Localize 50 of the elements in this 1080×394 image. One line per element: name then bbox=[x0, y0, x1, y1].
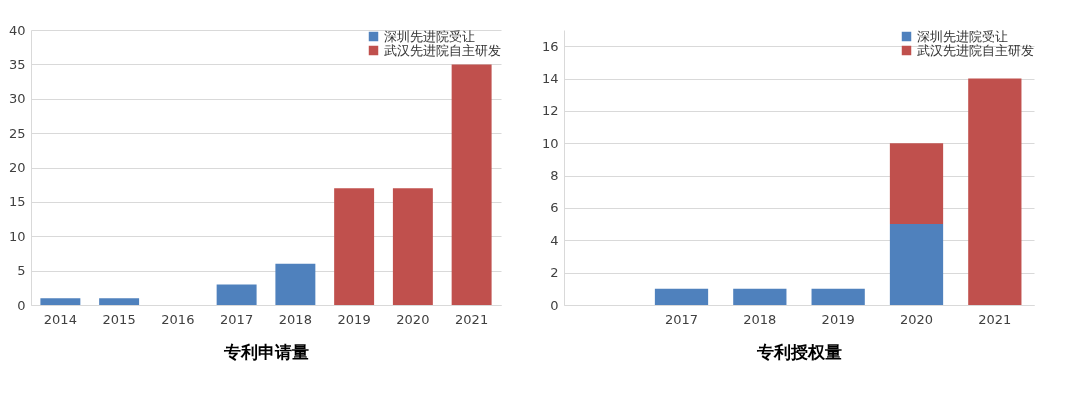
y-tick-label: 5 bbox=[17, 263, 26, 279]
bar bbox=[216, 284, 257, 305]
y-tick-label: 25 bbox=[8, 125, 26, 141]
bar bbox=[968, 78, 1022, 305]
bar bbox=[889, 224, 944, 305]
bar bbox=[733, 288, 787, 305]
x-tick-label: 2015 bbox=[102, 311, 136, 327]
legend-label: 武汉先进院自主研发 bbox=[917, 42, 1034, 58]
y-tick-label: 35 bbox=[8, 56, 26, 72]
x-tick-label: 2014 bbox=[43, 311, 77, 327]
bar bbox=[334, 188, 375, 305]
y-tick-label: 0 bbox=[550, 297, 559, 313]
y-tick-label: 14 bbox=[541, 71, 559, 87]
y-tick-label: 8 bbox=[550, 168, 559, 184]
y-tick-label: 40 bbox=[8, 22, 26, 38]
x-tick-label: 2018 bbox=[743, 311, 777, 327]
legend-label: 深圳先进院受让 bbox=[384, 28, 475, 44]
x-tick-label: 2017 bbox=[220, 311, 254, 327]
y-tick-label: 16 bbox=[541, 38, 559, 54]
y-tick-label: 10 bbox=[8, 228, 26, 244]
bar bbox=[275, 263, 316, 305]
x-tick-label: 2021 bbox=[455, 311, 489, 327]
x-tick-label: 2021 bbox=[978, 311, 1012, 327]
y-tick-label: 12 bbox=[541, 103, 559, 119]
bar bbox=[99, 298, 140, 305]
x-tick-label: 2020 bbox=[396, 311, 430, 327]
y-tick-label: 20 bbox=[8, 160, 26, 175]
x-tick-label: 2019 bbox=[337, 311, 371, 327]
bar bbox=[811, 288, 865, 305]
legend-label: 深圳先进院受让 bbox=[917, 28, 1008, 44]
y-tick-label: 6 bbox=[550, 200, 559, 216]
x-tick-label: 2020 bbox=[899, 311, 934, 327]
x-tick-label: 2016 bbox=[161, 311, 195, 327]
y-tick-label: 15 bbox=[8, 194, 26, 210]
bar bbox=[654, 288, 709, 305]
x-tick-label: 2019 bbox=[821, 311, 855, 327]
y-tick-label: 4 bbox=[550, 232, 559, 248]
x-axis-title: 专利授权量 bbox=[756, 341, 842, 362]
y-tick-label: 30 bbox=[8, 91, 26, 107]
bar bbox=[451, 64, 492, 305]
y-tick-label: 10 bbox=[541, 135, 559, 151]
y-tick-label: 2 bbox=[550, 265, 559, 281]
y-tick-label: 0 bbox=[17, 297, 26, 313]
bar bbox=[889, 143, 944, 225]
bar bbox=[40, 298, 81, 305]
x-axis-title: 专利申请量 bbox=[223, 341, 309, 362]
x-tick-label: 2018 bbox=[278, 311, 312, 327]
x-tick-label: 2017 bbox=[664, 311, 699, 327]
legend-label: 武汉先进院自主研发 bbox=[384, 42, 501, 58]
bar bbox=[392, 188, 433, 305]
